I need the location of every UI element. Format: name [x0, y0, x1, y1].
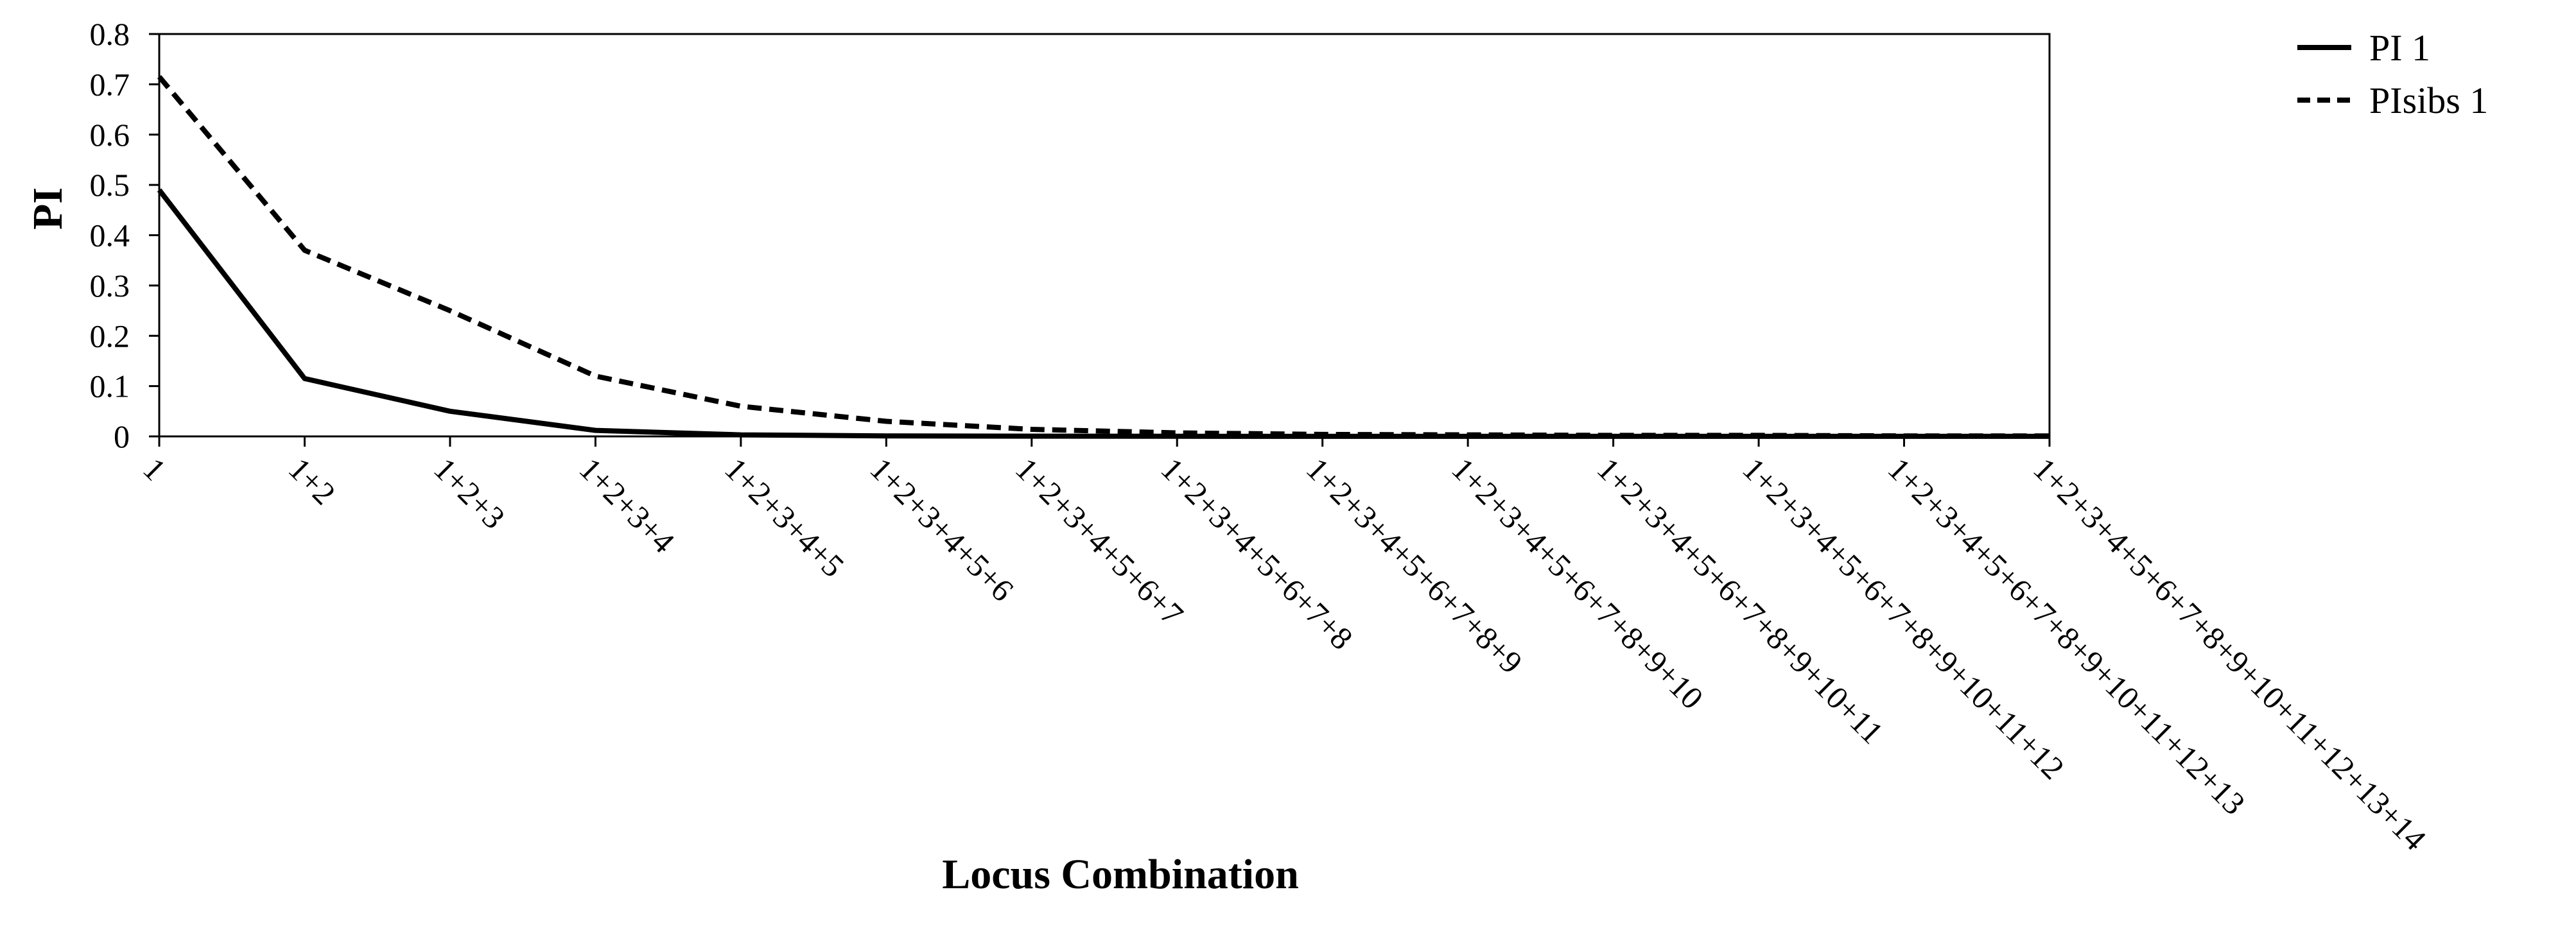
y-tick-label: 0.3	[90, 268, 130, 304]
x-tick-label: 1+2+3	[427, 451, 512, 536]
x-tick-label: 1+2+3+4+5+6+7+8+9+10	[1445, 451, 1710, 716]
y-tick-label: 0.5	[90, 167, 130, 203]
y-tick-label: 0.6	[90, 117, 130, 153]
x-tick-label: 1+2	[282, 451, 343, 511]
y-tick-label: 0.2	[90, 318, 130, 354]
y-tick-label: 0.4	[90, 218, 130, 253]
series-line-pi1	[157, 188, 2049, 439]
legend: PI 1 PIsibs 1	[2297, 27, 2488, 121]
y-tick-label: 0.1	[90, 368, 130, 404]
x-tick-label: 1+2+3+4	[573, 451, 682, 560]
x-tick-label: 1+2+3+4+5	[718, 451, 851, 584]
series-line-pisibs1	[157, 75, 2049, 439]
x-axis-ticks: 1 1+2 1+2+3 1+2+3+4 1+2+3+4+5 1+2+3+4+5+6 1+2+…	[136, 436, 2433, 857]
y-tick-label: 0.7	[90, 66, 130, 102]
x-tick-label: 1+2+3+4+5+6	[864, 451, 1021, 608]
x-tick-label: 1	[136, 451, 173, 487]
y-axis-ticks: 0 0.1 0.2 0.3 0.4 0.5 0.6 0.7 0.8	[90, 16, 159, 454]
y-axis-title: PI	[24, 187, 71, 230]
x-tick-label: 1+2+3+4+5+6+7+8+9+10+11+12	[1736, 451, 2071, 786]
plot-frame	[158, 33, 2051, 438]
y-tick-label: 0	[114, 418, 130, 454]
series-lines	[157, 75, 2049, 439]
x-axis-title: Locus Combination	[942, 851, 1299, 898]
y-tick-label: 0.8	[90, 16, 130, 52]
legend-label-pi1: PI 1	[2369, 27, 2430, 69]
x-tick-label: 1+2+3+4+5+6+7+8+9+10+11	[1590, 451, 1890, 750]
legend-label-pisibs1: PIsibs 1	[2369, 80, 2488, 121]
